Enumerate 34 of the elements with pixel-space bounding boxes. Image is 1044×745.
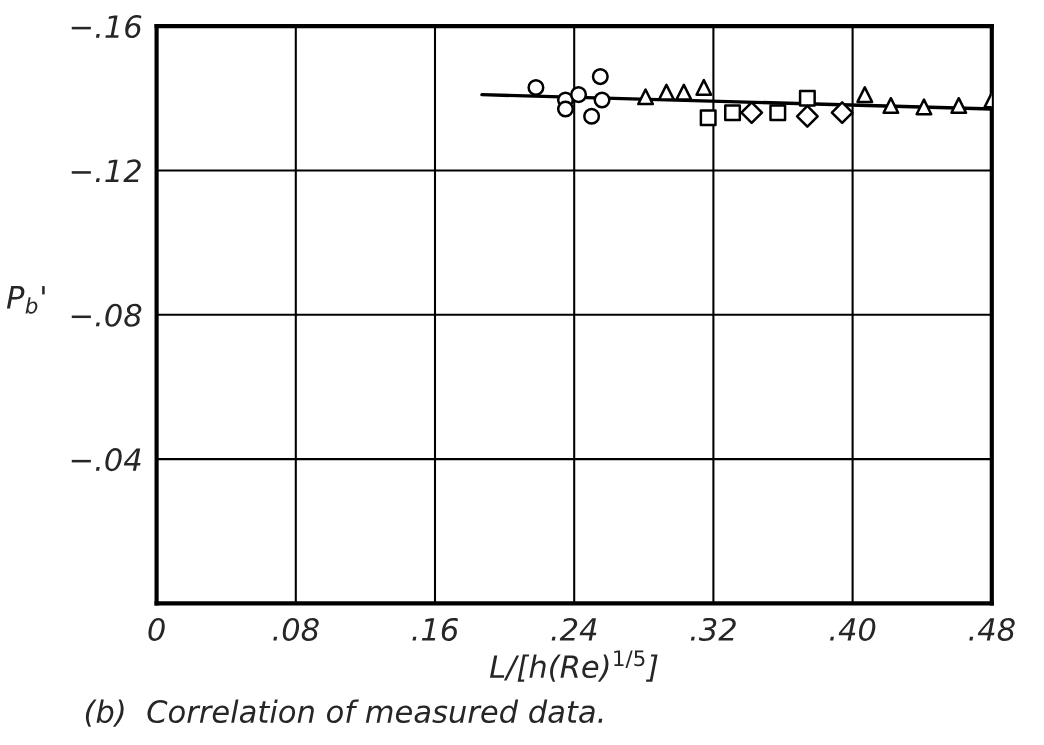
point [637, 88, 655, 106]
x-tick-label: .16 [412, 617, 458, 641]
x-axis-title: L/[h(Re)$^{1/5}$] [489, 650, 658, 682]
x-tick-label: .48 [969, 617, 1015, 641]
point [593, 91, 611, 109]
x-tick-label: 0 [148, 617, 165, 641]
point [830, 101, 854, 125]
point [591, 68, 609, 86]
x-tick-label: .24 [551, 617, 597, 641]
point [915, 98, 933, 116]
point [675, 83, 693, 101]
point [740, 101, 764, 125]
y-axis-title: P$_{b}$' [6, 286, 45, 314]
y-tick-label: −.08 [71, 303, 142, 327]
y-tick-label: −.04 [71, 448, 141, 472]
point [795, 104, 819, 128]
x-tick-label: .32 [690, 617, 736, 641]
point [556, 100, 575, 118]
point [798, 89, 816, 107]
point [724, 104, 742, 122]
point [527, 78, 545, 96]
x-tick-label: .08 [273, 617, 319, 641]
point [570, 86, 588, 104]
point [699, 109, 717, 127]
point [950, 96, 968, 114]
x-tick-label: .40 [830, 617, 876, 641]
point [882, 96, 900, 114]
y-tick-label: −.12 [71, 159, 141, 183]
point [695, 78, 713, 96]
point [583, 107, 601, 125]
point [769, 104, 787, 122]
text: (b) Correlation of measured data. [85, 699, 603, 727]
y-tick-label: −.16 [71, 15, 142, 39]
point [856, 86, 874, 104]
